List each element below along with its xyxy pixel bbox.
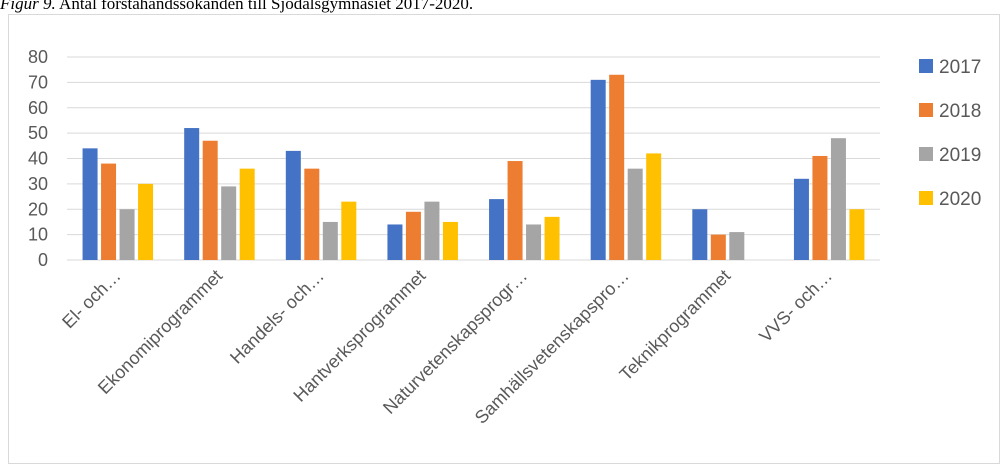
bar-2020-1 (239, 168, 255, 260)
bar-2017-7 (793, 178, 809, 260)
bar-2017-0 (82, 148, 98, 260)
bar-2020-7 (849, 209, 865, 260)
bar-2020-3 (442, 221, 458, 260)
legend-swatch-2018 (919, 103, 933, 117)
bar-2017-5 (590, 79, 606, 261)
bar-2018-0 (101, 163, 117, 260)
legend-label-2020: 2020 (939, 189, 981, 210)
bar-2018-4 (507, 161, 523, 260)
bar-2019-5 (627, 168, 643, 260)
bar-2020-5 (646, 153, 662, 260)
gridlines (67, 56, 880, 261)
x-category-label: Teknikprogrammet (616, 266, 735, 385)
bars (82, 74, 865, 261)
x-category-label: VVS- och… (755, 266, 836, 347)
figure-caption-label: Figur 9. (0, 0, 56, 13)
y-tick-label: 10 (28, 225, 48, 245)
y-tick-label: 80 (28, 47, 48, 67)
figure-caption-text: Antal förstahandssökanden till Sjödalsgy… (59, 0, 474, 13)
y-tick-label: 40 (28, 149, 48, 169)
bar-2017-2 (285, 150, 301, 260)
y-tick-label: 20 (28, 199, 48, 219)
bar-2019-2 (322, 221, 338, 260)
x-axis-labels: El- och…Ekonomiprogrammet Handels- och…Ha… (58, 266, 836, 428)
bar-2017-4 (489, 199, 505, 260)
y-axis-ticks: 0 10 20 30 40 50 60 70 80 (28, 47, 48, 270)
bar-2019-6 (729, 232, 745, 260)
bar-2019-7 (830, 138, 846, 260)
bar-2020-2 (341, 201, 357, 260)
bar-2018-5 (609, 74, 625, 260)
y-tick-label: 60 (28, 98, 48, 118)
y-tick-label: 0 (38, 250, 48, 270)
bar-2018-6 (710, 234, 726, 260)
bar-2019-1 (221, 186, 237, 260)
bar-2019-0 (119, 209, 135, 260)
x-category-label: Handels- och… (226, 266, 328, 368)
bar-2018-3 (405, 211, 421, 260)
legend-swatch-2019 (919, 147, 933, 161)
bar-2019-3 (424, 201, 440, 260)
legend: 2017 2018 2019 2020 (919, 57, 981, 210)
legend-label-2017: 2017 (939, 57, 981, 78)
bar-2017-3 (387, 224, 403, 260)
bar-2017-1 (184, 128, 200, 260)
bar-2018-7 (812, 155, 828, 260)
y-tick-label: 70 (28, 72, 48, 92)
bar-2018-1 (202, 140, 218, 260)
y-tick-label: 30 (28, 174, 48, 194)
bar-2017-6 (692, 209, 708, 260)
legend-label-2018: 2018 (939, 101, 981, 122)
bar-2020-4 (544, 216, 560, 260)
legend-label-2019: 2019 (939, 145, 981, 166)
bar-2018-2 (304, 168, 320, 260)
y-tick-label: 50 (28, 123, 48, 143)
legend-swatch-2020 (919, 191, 933, 205)
legend-swatch-2017 (919, 59, 933, 73)
figure-caption: Figur 9. Antal förstahandssökanden till … (0, 0, 1003, 16)
bar-2020-0 (138, 183, 154, 260)
bar-2019-4 (526, 224, 542, 260)
x-category-label: El- och… (58, 266, 124, 332)
